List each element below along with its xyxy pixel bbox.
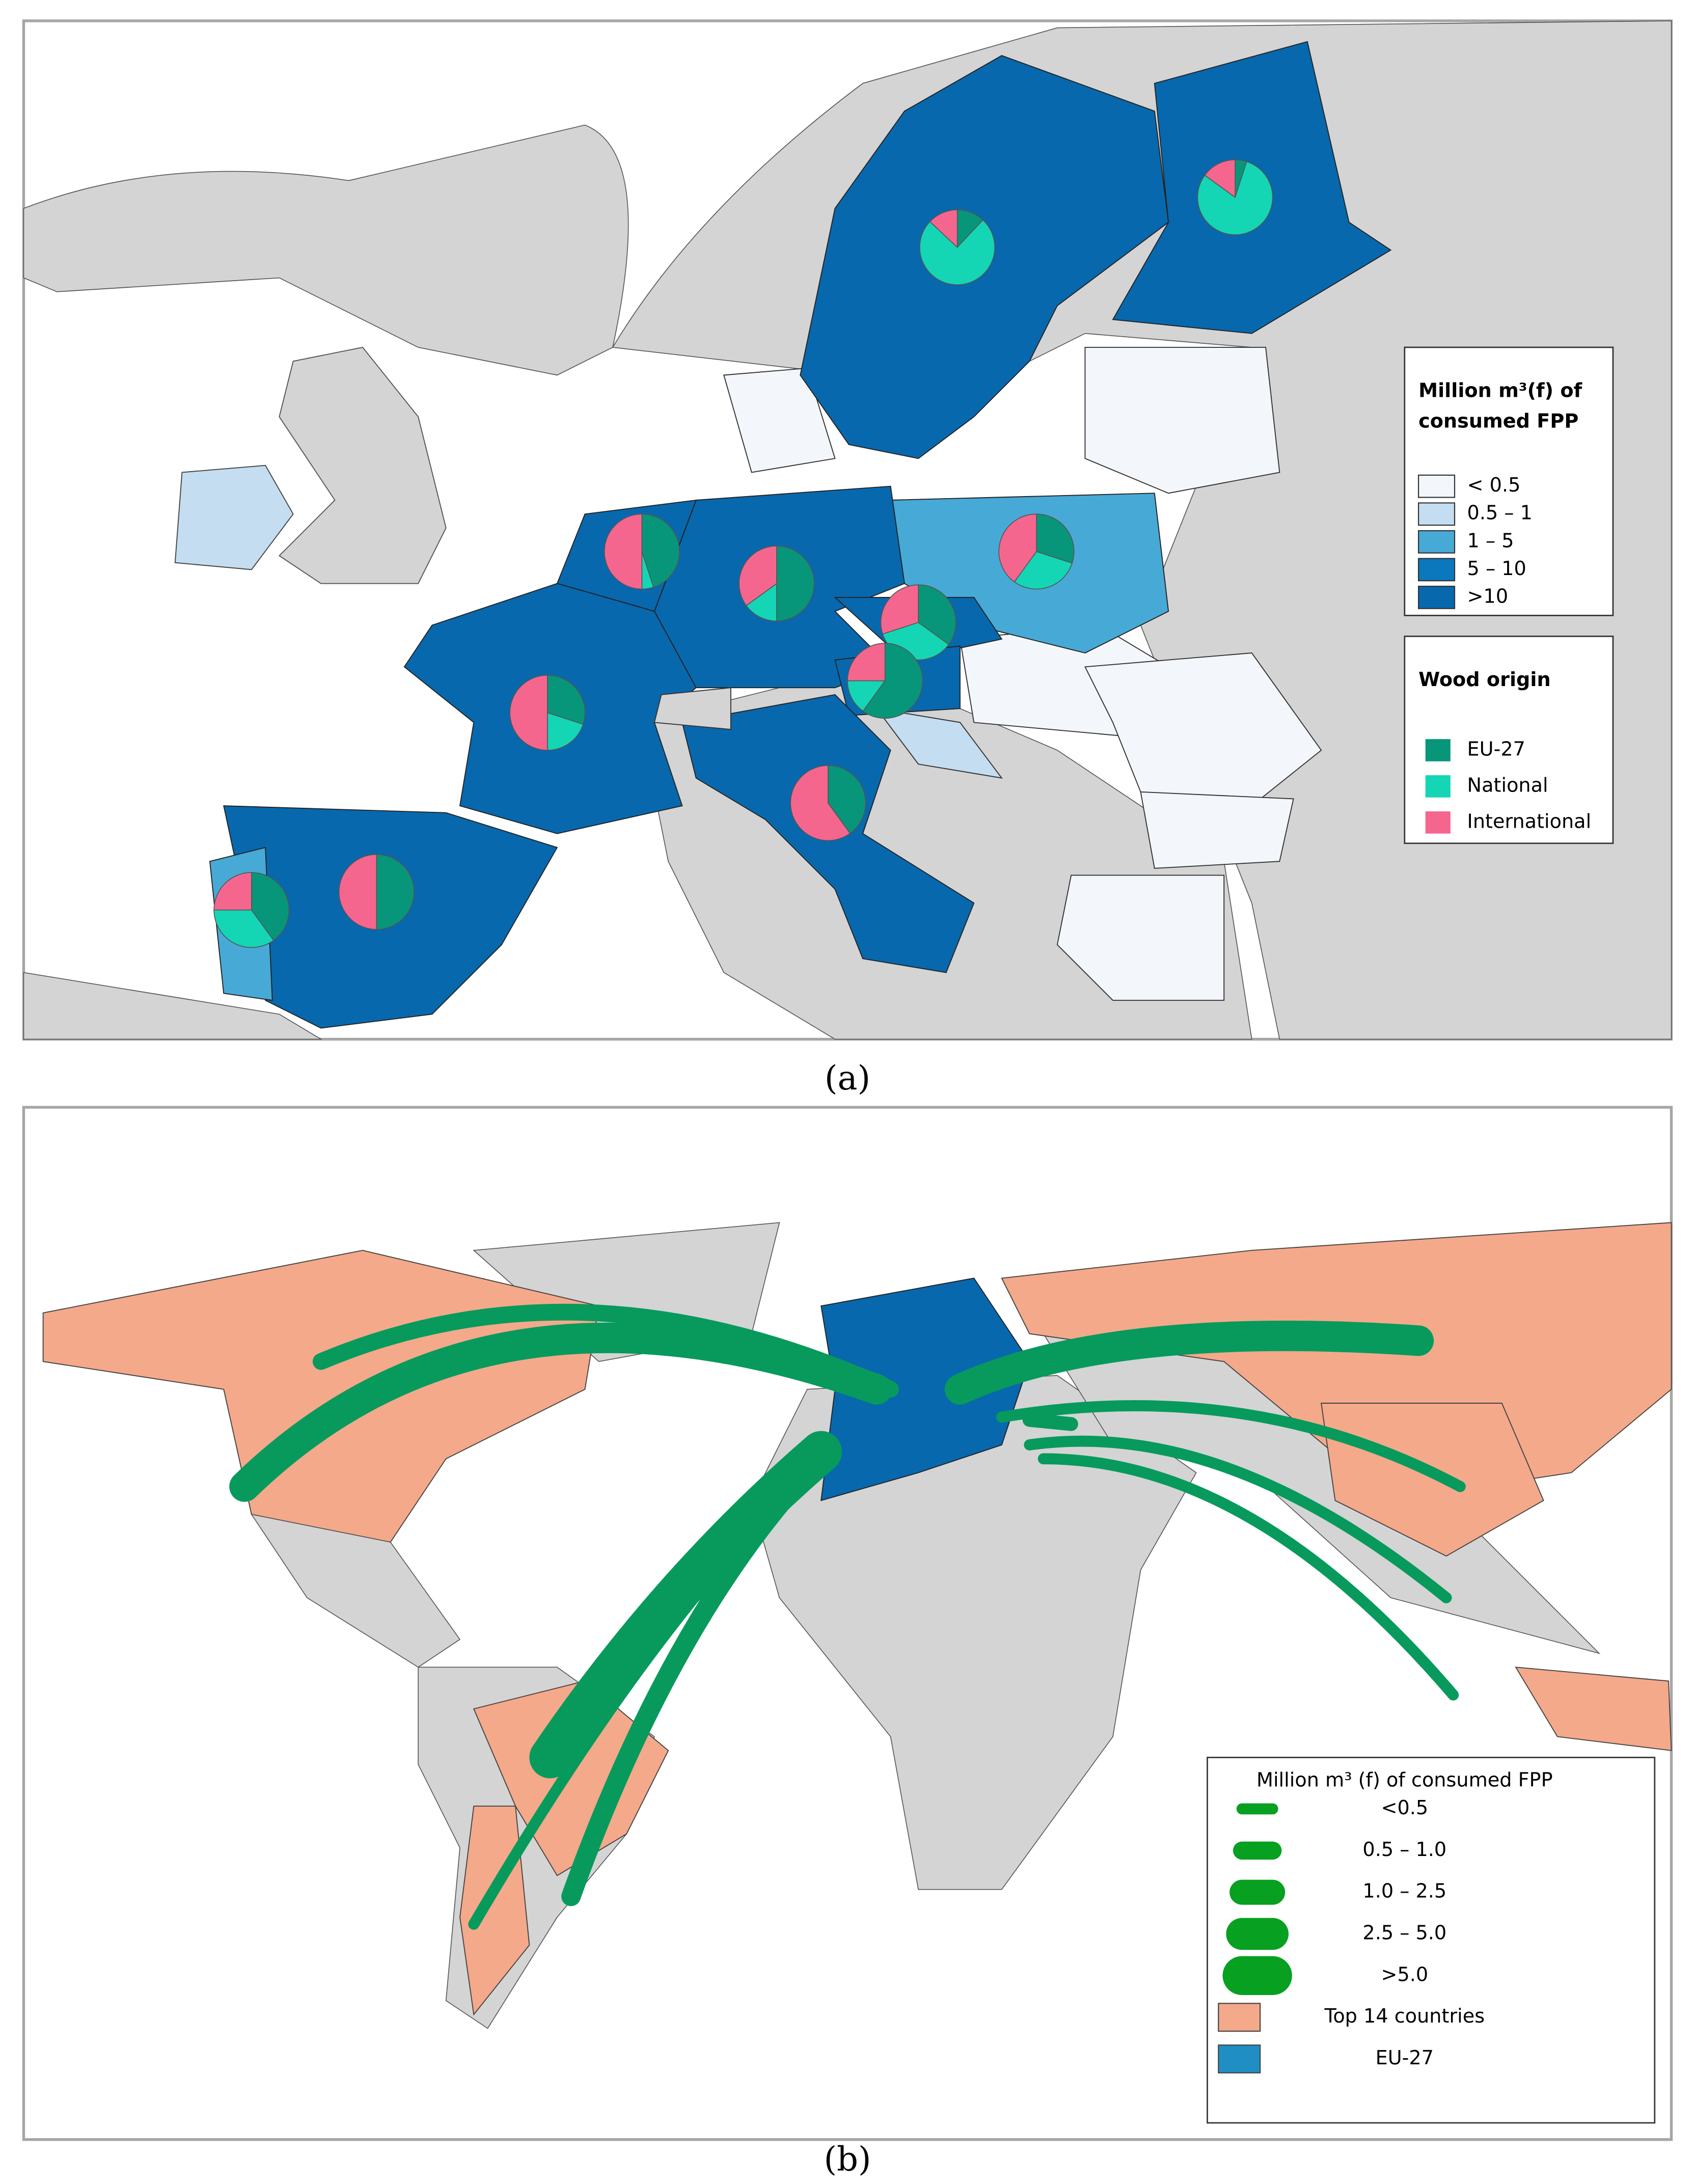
pie-slice — [862, 643, 923, 719]
legend-label: EU-27 — [1376, 2047, 1434, 2069]
legend-label: 0.5 – 1.0 — [1362, 1839, 1446, 1861]
pie-slice — [509, 674, 548, 751]
legend-title: consumed FPP — [1418, 411, 1578, 433]
legend-label: Top 14 countries — [1324, 2005, 1485, 2028]
legend-title: Wood origin — [1418, 669, 1551, 691]
china — [1321, 1403, 1544, 1557]
pie-slice — [376, 854, 415, 930]
land-north — [23, 124, 629, 376]
pie-slice — [790, 765, 851, 841]
pie-slice — [918, 584, 956, 645]
pie-slice — [1197, 161, 1273, 235]
legend-title: Million m³ (f) of consumed FPP — [1256, 1769, 1553, 1791]
pie-slice — [847, 680, 886, 712]
flows — [229, 1303, 1466, 1930]
legend-label: 1 – 5 — [1467, 530, 1514, 552]
legend-label: 2.5 – 5.0 — [1362, 1922, 1446, 1945]
legend-swatch — [1425, 811, 1451, 834]
legend-label: 0.5 – 1 — [1467, 502, 1533, 525]
legend-swatch — [1218, 2003, 1261, 2032]
legend-label: < 0.5 — [1467, 474, 1521, 497]
legend-label: >5.0 — [1381, 1963, 1428, 1986]
pie-slice — [739, 545, 777, 607]
flow — [529, 1431, 842, 1779]
legend-label: <0.5 — [1381, 1797, 1428, 1819]
flow — [1024, 1435, 1452, 1603]
legend-label: >10 — [1467, 585, 1509, 608]
pie-slice — [604, 513, 643, 590]
legend-label: National — [1467, 774, 1548, 797]
pie-slice — [929, 209, 958, 249]
africa-north — [23, 972, 323, 1040]
legend-label: International — [1467, 810, 1592, 833]
central-america — [251, 1514, 461, 1668]
legend-flow — [1222, 1956, 1292, 1996]
pie-slice — [1036, 513, 1075, 564]
legend-swatch — [1418, 586, 1456, 609]
flow — [1022, 1413, 1078, 1431]
pie-slice — [546, 674, 586, 725]
legend-swatch — [1418, 558, 1456, 582]
pie-slice — [1204, 159, 1236, 198]
legend-flow — [1236, 1803, 1278, 1815]
indonesia — [1515, 1667, 1672, 1752]
pie-slice — [641, 513, 680, 588]
pie-slice — [746, 583, 777, 622]
pie-slice — [827, 765, 866, 834]
flow — [468, 1481, 799, 1930]
pie-slice — [546, 712, 584, 751]
legend-swatch — [1418, 502, 1456, 526]
pie-slice — [251, 872, 290, 941]
flow — [996, 1400, 1466, 1492]
legend-flow — [1229, 1879, 1286, 1905]
caption: (a) — [825, 1059, 870, 1098]
pie-slice — [919, 219, 995, 285]
uk — [278, 346, 447, 584]
legend-swatch — [1218, 2044, 1261, 2073]
pie-slice — [998, 513, 1037, 583]
eu-area — [821, 1277, 1030, 1502]
caption: (b) — [824, 2140, 871, 2178]
legend-swatch — [1418, 474, 1456, 498]
slovenia — [876, 707, 1003, 779]
legend-flow — [1226, 1918, 1289, 1950]
legend-label: EU-27 — [1467, 738, 1525, 760]
bulgaria — [1140, 791, 1294, 869]
denmark — [723, 367, 836, 473]
flow — [312, 1303, 899, 1398]
pie-slice — [213, 909, 275, 948]
pie-slice — [880, 584, 919, 635]
switzerland — [653, 687, 731, 730]
legend-title: Million m³(f) of — [1418, 380, 1582, 402]
legend-swatch — [1425, 739, 1451, 761]
ireland — [174, 465, 294, 570]
flow — [1037, 1453, 1459, 1701]
pie-slice — [1014, 551, 1073, 590]
legend-flow — [1233, 1841, 1282, 1860]
legend-swatch — [1418, 530, 1456, 554]
baltics — [1084, 346, 1280, 494]
pie-slice — [338, 854, 377, 930]
legend-label: 5 – 10 — [1467, 558, 1526, 580]
pie-slice — [213, 872, 252, 911]
pie-slice — [847, 643, 886, 681]
flow — [944, 1320, 1434, 1405]
legend-swatch — [1425, 775, 1451, 798]
greece — [1056, 875, 1225, 1001]
pie-slice — [776, 545, 815, 622]
flow — [229, 1322, 892, 1502]
legend-label: 1.0 – 2.5 — [1362, 1880, 1446, 1903]
